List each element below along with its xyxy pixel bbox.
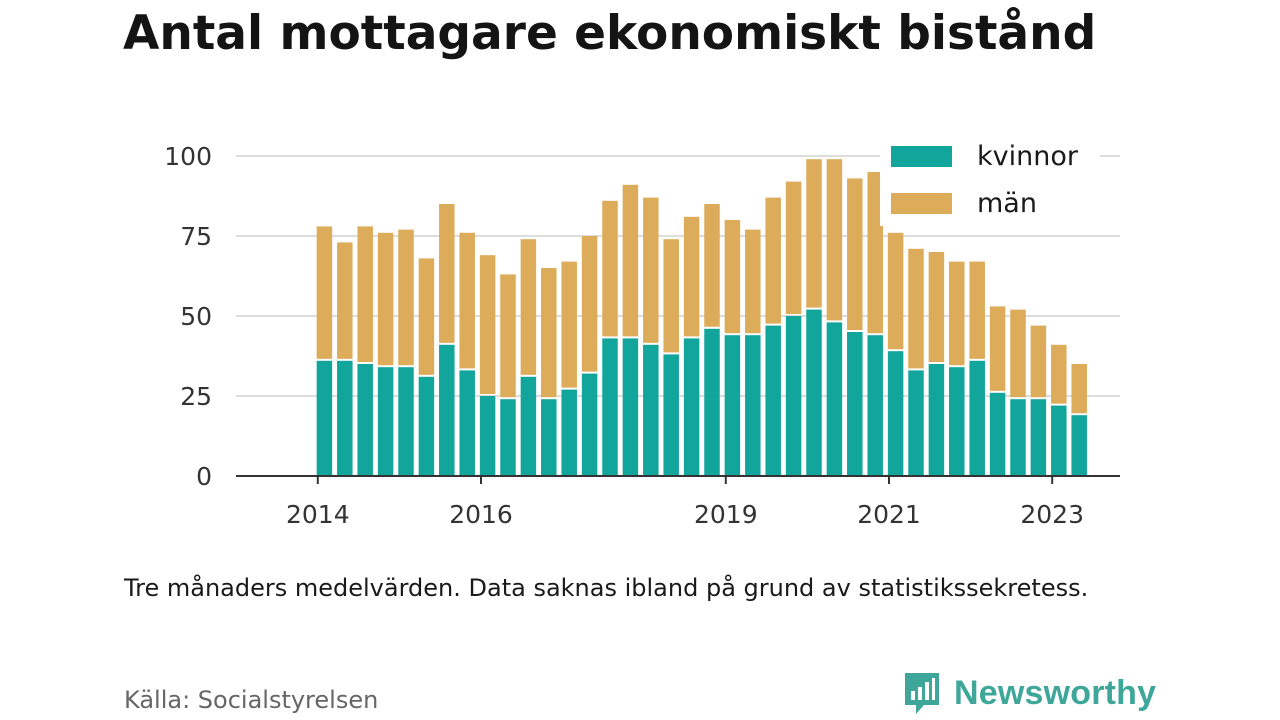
bar-man xyxy=(398,229,414,366)
bar-man xyxy=(643,197,659,343)
bar-kvinnor xyxy=(847,332,863,476)
bar-kvinnor xyxy=(418,376,435,476)
chart-title: Antal mottagare ekonomiskt bistånd xyxy=(123,6,1097,61)
bar-man xyxy=(1051,344,1067,404)
y-tick-label: 0 xyxy=(196,462,212,491)
bar-kvinnor xyxy=(316,360,333,476)
bar-man xyxy=(357,226,373,362)
bar-man xyxy=(847,178,863,330)
bar-kvinnor xyxy=(459,370,475,476)
bar-man xyxy=(887,232,904,350)
legend-label: män xyxy=(977,188,1037,219)
bar-kvinnor xyxy=(357,364,373,476)
bar-man xyxy=(439,204,455,343)
bar-kvinnor xyxy=(1030,399,1047,476)
bar-man xyxy=(1071,364,1087,414)
bar-man xyxy=(928,252,945,362)
x-tick-label: 2014 xyxy=(286,500,350,529)
bar-man xyxy=(377,232,394,366)
bar-man xyxy=(704,204,720,327)
bar-kvinnor xyxy=(541,399,557,476)
bar-kvinnor xyxy=(581,373,598,476)
bar-kvinnor xyxy=(663,354,679,476)
bar-man xyxy=(908,248,924,369)
x-tick-label: 2021 xyxy=(857,500,921,529)
chart-note: Tre månaders medelvärden. Data saknas ib… xyxy=(124,574,1089,602)
bar-man xyxy=(989,306,1006,391)
bar-kvinnor xyxy=(949,367,965,476)
bar-kvinnor xyxy=(724,335,741,476)
bar-kvinnor xyxy=(622,338,639,476)
y-tick-label: 75 xyxy=(180,222,212,251)
bar-man xyxy=(479,255,496,394)
bar-man xyxy=(724,220,741,334)
bar-kvinnor xyxy=(643,344,659,476)
bar-kvinnor xyxy=(928,364,945,476)
legend-swatch xyxy=(891,193,952,214)
bar-kvinnor xyxy=(561,389,577,476)
bar-kvinnor xyxy=(704,328,720,476)
bar-man xyxy=(602,200,618,337)
bar-kvinnor xyxy=(1010,399,1026,476)
bar-kvinnor xyxy=(765,325,781,476)
bar-kvinnor xyxy=(1071,415,1087,476)
source-text: Källa: Socialstyrelsen xyxy=(124,686,379,714)
bar-man xyxy=(500,274,516,398)
bar-man xyxy=(520,239,537,375)
bar-kvinnor xyxy=(439,344,455,476)
y-tick-label: 50 xyxy=(180,302,212,331)
bar-man xyxy=(561,261,577,388)
legend-swatch xyxy=(891,146,952,167)
bar-man xyxy=(1010,309,1026,398)
bar-kvinnor xyxy=(887,351,904,476)
bar-kvinnor xyxy=(500,399,516,476)
bar-man xyxy=(867,172,883,334)
bar-kvinnor xyxy=(745,335,761,476)
bar-kvinnor xyxy=(398,367,414,476)
x-tick-label: 2023 xyxy=(1020,500,1084,529)
bar-kvinnor xyxy=(785,316,802,476)
bar-man xyxy=(663,239,679,353)
bar-chart-logo-icon xyxy=(905,673,939,714)
bar-man xyxy=(745,229,761,334)
bar-man xyxy=(541,268,557,398)
bar-kvinnor xyxy=(1051,405,1067,476)
bar-kvinnor xyxy=(479,396,496,476)
legend-label: kvinnor xyxy=(977,141,1079,172)
bar-kvinnor xyxy=(969,360,985,476)
bar-man xyxy=(418,258,435,375)
bar-man xyxy=(1030,325,1047,398)
bar-kvinnor xyxy=(908,370,924,476)
bar-man xyxy=(969,261,985,359)
bar-kvinnor xyxy=(806,309,822,476)
bar-man xyxy=(949,261,965,366)
bar-man xyxy=(459,232,475,369)
bar-man xyxy=(316,226,333,359)
bar-man xyxy=(765,197,781,324)
brand-logo: Newsworthy xyxy=(902,670,1156,716)
stacked-bar-chart: 0 25 50 75 100 2014 2016 2019 2021 2023 kvinnor män xyxy=(164,136,1120,529)
bar-man xyxy=(785,181,802,314)
bar-kvinnor xyxy=(602,338,618,476)
legend: kvinnor män xyxy=(880,136,1100,226)
brand-name: Newsworthy xyxy=(954,673,1157,712)
bar-kvinnor xyxy=(520,376,537,476)
bar-kvinnor xyxy=(867,335,883,476)
bar-man xyxy=(683,216,700,337)
bar-man xyxy=(826,159,843,321)
bar-kvinnor xyxy=(377,367,394,476)
bar-man xyxy=(581,236,598,372)
bar-kvinnor xyxy=(683,338,700,476)
bar-kvinnor xyxy=(337,360,353,476)
bar-man xyxy=(622,184,639,337)
bar-man xyxy=(806,159,822,308)
bar-man xyxy=(337,242,353,359)
x-tick-label: 2019 xyxy=(694,500,758,529)
y-tick-label: 100 xyxy=(164,142,212,171)
y-tick-label: 25 xyxy=(180,382,212,411)
bar-kvinnor xyxy=(826,322,843,476)
x-tick-label: 2016 xyxy=(449,500,513,529)
bar-kvinnor xyxy=(989,392,1006,476)
